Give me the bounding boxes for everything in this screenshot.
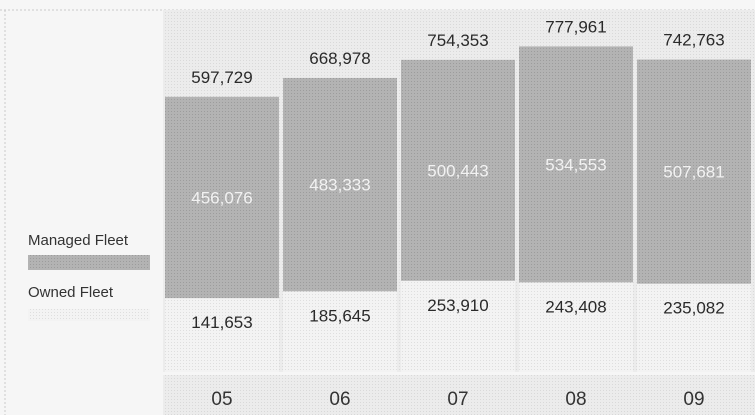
bar-owned-05: [165, 298, 279, 372]
category-band: [163, 375, 755, 415]
category-label-05: 05: [211, 389, 232, 410]
category-labels-layer: 05 06 07 08 09: [211, 389, 704, 410]
owned-label-06: 185,645: [309, 306, 370, 325]
labels-layer: 597,729 456,076 141,653 668,978 483,333 185,6…: [191, 17, 724, 332]
managed-label-08: 534,553: [545, 155, 606, 174]
bar-managed-06: [283, 77, 397, 292]
legend-managed-label: Managed Fleet: [28, 232, 129, 249]
legend-owned-swatch: [28, 309, 150, 321]
bar-managed-09: [637, 59, 751, 284]
total-label-08: 777,961: [545, 17, 606, 36]
managed-label-07: 500,443: [427, 161, 488, 180]
bars-layer: [165, 46, 751, 372]
category-label-07: 07: [447, 389, 468, 410]
category-label-08: 08: [565, 389, 586, 410]
category-label-09: 09: [683, 389, 704, 410]
owned-label-05: 141,653: [191, 313, 252, 332]
bar-managed-07: [401, 59, 515, 281]
legend-managed-swatch: [28, 255, 150, 270]
managed-label-05: 456,076: [191, 188, 252, 207]
bar-managed-08: [519, 46, 633, 283]
bar-owned-07: [401, 280, 515, 372]
total-label-06: 668,978: [309, 49, 370, 68]
owned-label-08: 243,408: [545, 297, 606, 316]
bar-owned-09: [637, 283, 751, 372]
legend-owned-label: Owned Fleet: [28, 284, 114, 301]
legend: Managed Fleet Owned Fleet: [28, 232, 150, 321]
owned-label-09: 235,082: [663, 299, 724, 318]
bar-managed-05: [165, 96, 279, 299]
total-label-05: 597,729: [191, 68, 252, 87]
owned-label-07: 253,910: [427, 296, 488, 315]
managed-label-09: 507,681: [663, 163, 724, 182]
bar-owned-06: [283, 291, 397, 372]
total-label-09: 742,763: [663, 31, 724, 50]
managed-label-06: 483,333: [309, 176, 370, 195]
category-label-06: 06: [329, 389, 350, 410]
bar-owned-08: [519, 282, 633, 372]
total-label-07: 754,353: [427, 31, 488, 50]
